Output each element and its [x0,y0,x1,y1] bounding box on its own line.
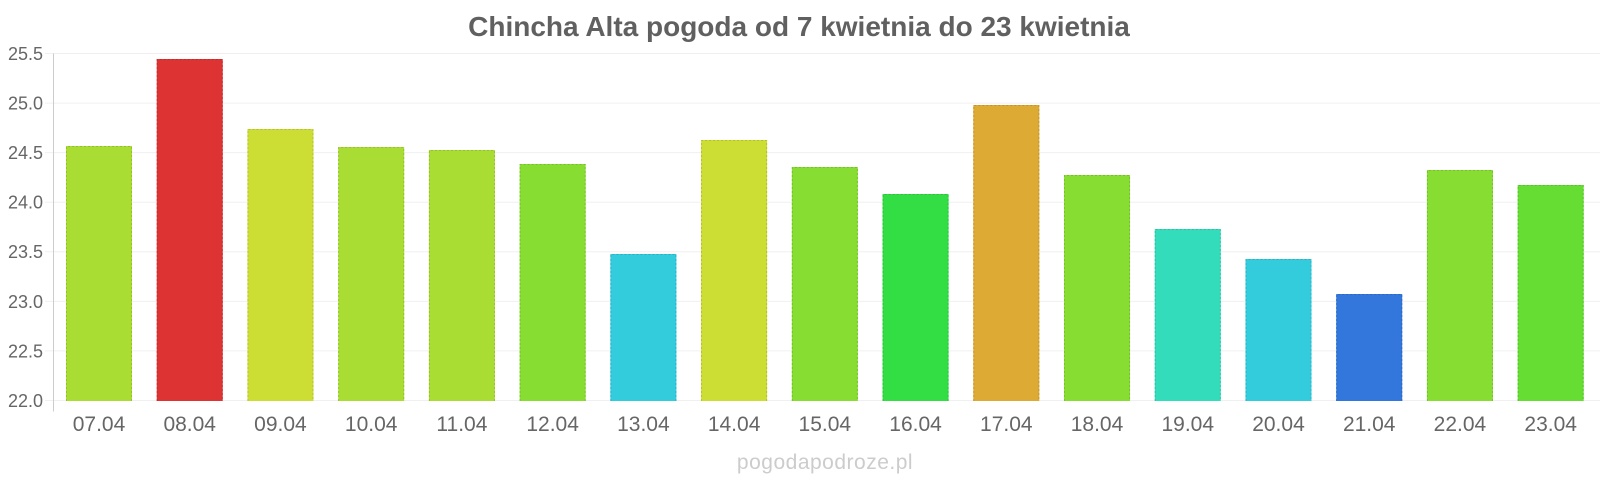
svg-text:21.04: 21.04 [1343,413,1396,436]
svg-text:23.0: 23.0 [8,292,43,312]
svg-text:07.04: 07.04 [73,413,126,436]
svg-text:11.04: 11.04 [436,413,487,436]
svg-text:09.04: 09.04 [254,413,307,436]
svg-text:10.04: 10.04 [345,413,398,436]
svg-text:22.5: 22.5 [8,341,43,361]
svg-text:15.04: 15.04 [799,413,852,436]
svg-text:Chincha Alta pogoda od 7 kwiet: Chincha Alta pogoda od 7 kwietnia do 23 … [468,11,1130,42]
svg-text:22.04: 22.04 [1434,413,1487,436]
svg-text:19.04: 19.04 [1161,413,1214,436]
svg-text:13.04: 13.04 [617,413,670,436]
svg-text:pogodapodroze.pl: pogodapodroze.pl [737,451,913,474]
svg-text:25.0: 25.0 [8,93,43,113]
svg-text:16.04: 16.04 [889,413,942,436]
svg-text:22.0: 22.0 [8,391,43,411]
svg-text:18.04: 18.04 [1071,413,1124,436]
svg-text:20.04: 20.04 [1252,413,1305,436]
svg-text:17.04: 17.04 [980,413,1033,436]
svg-text:23.5: 23.5 [8,242,43,262]
svg-text:25.5: 25.5 [8,44,43,64]
svg-text:24.0: 24.0 [8,193,43,213]
svg-text:12.04: 12.04 [526,413,579,436]
svg-text:24.5: 24.5 [8,143,43,163]
svg-text:08.04: 08.04 [163,413,216,436]
svg-text:23.04: 23.04 [1524,413,1577,436]
svg-text:14.04: 14.04 [708,413,761,436]
